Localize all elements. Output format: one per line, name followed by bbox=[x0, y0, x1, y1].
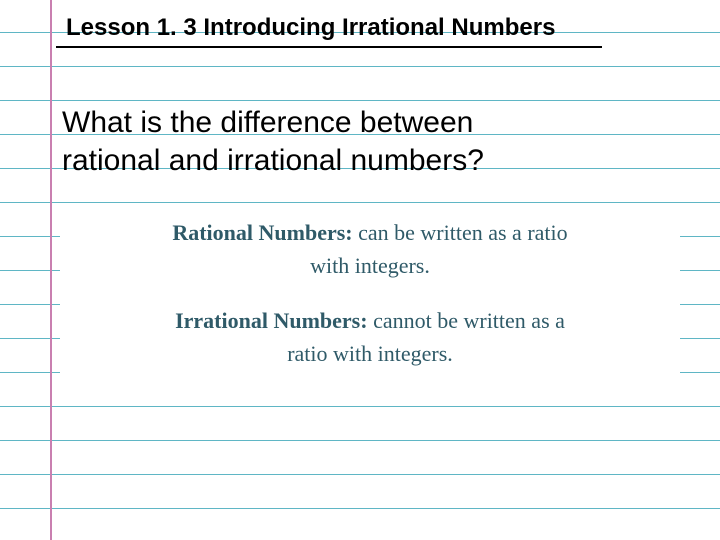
title-underline bbox=[56, 46, 602, 48]
rule-line bbox=[0, 474, 720, 475]
rational-rest-1: can be written as a ratio bbox=[353, 220, 568, 245]
question-line-2: rational and irrational numbers? bbox=[62, 144, 484, 177]
rule-line bbox=[0, 100, 720, 101]
rule-line bbox=[0, 508, 720, 509]
irrational-rest-2: ratio with integers. bbox=[287, 341, 453, 366]
lesson-title: Lesson 1. 3 Introducing Irrational Numbe… bbox=[66, 14, 555, 42]
question-line-1: What is the difference between bbox=[62, 106, 473, 139]
rule-line bbox=[0, 440, 720, 441]
rule-line bbox=[0, 406, 720, 407]
irrational-term: Irrational Numbers: bbox=[175, 308, 367, 333]
note-rational: Rational Numbers: can be written as a ra… bbox=[60, 212, 680, 286]
irrational-rest-1: cannot be written as a bbox=[368, 308, 565, 333]
lined-paper: Lesson 1. 3 Introducing Irrational Numbe… bbox=[0, 0, 720, 540]
margin-line bbox=[50, 0, 52, 540]
essential-question: What is the difference between rational … bbox=[62, 104, 484, 179]
rational-term: Rational Numbers: bbox=[172, 220, 352, 245]
rule-line bbox=[0, 66, 720, 67]
rule-line bbox=[0, 202, 720, 203]
rational-rest-2: with integers. bbox=[310, 253, 430, 278]
note-irrational: Irrational Numbers: cannot be written as… bbox=[60, 300, 680, 374]
